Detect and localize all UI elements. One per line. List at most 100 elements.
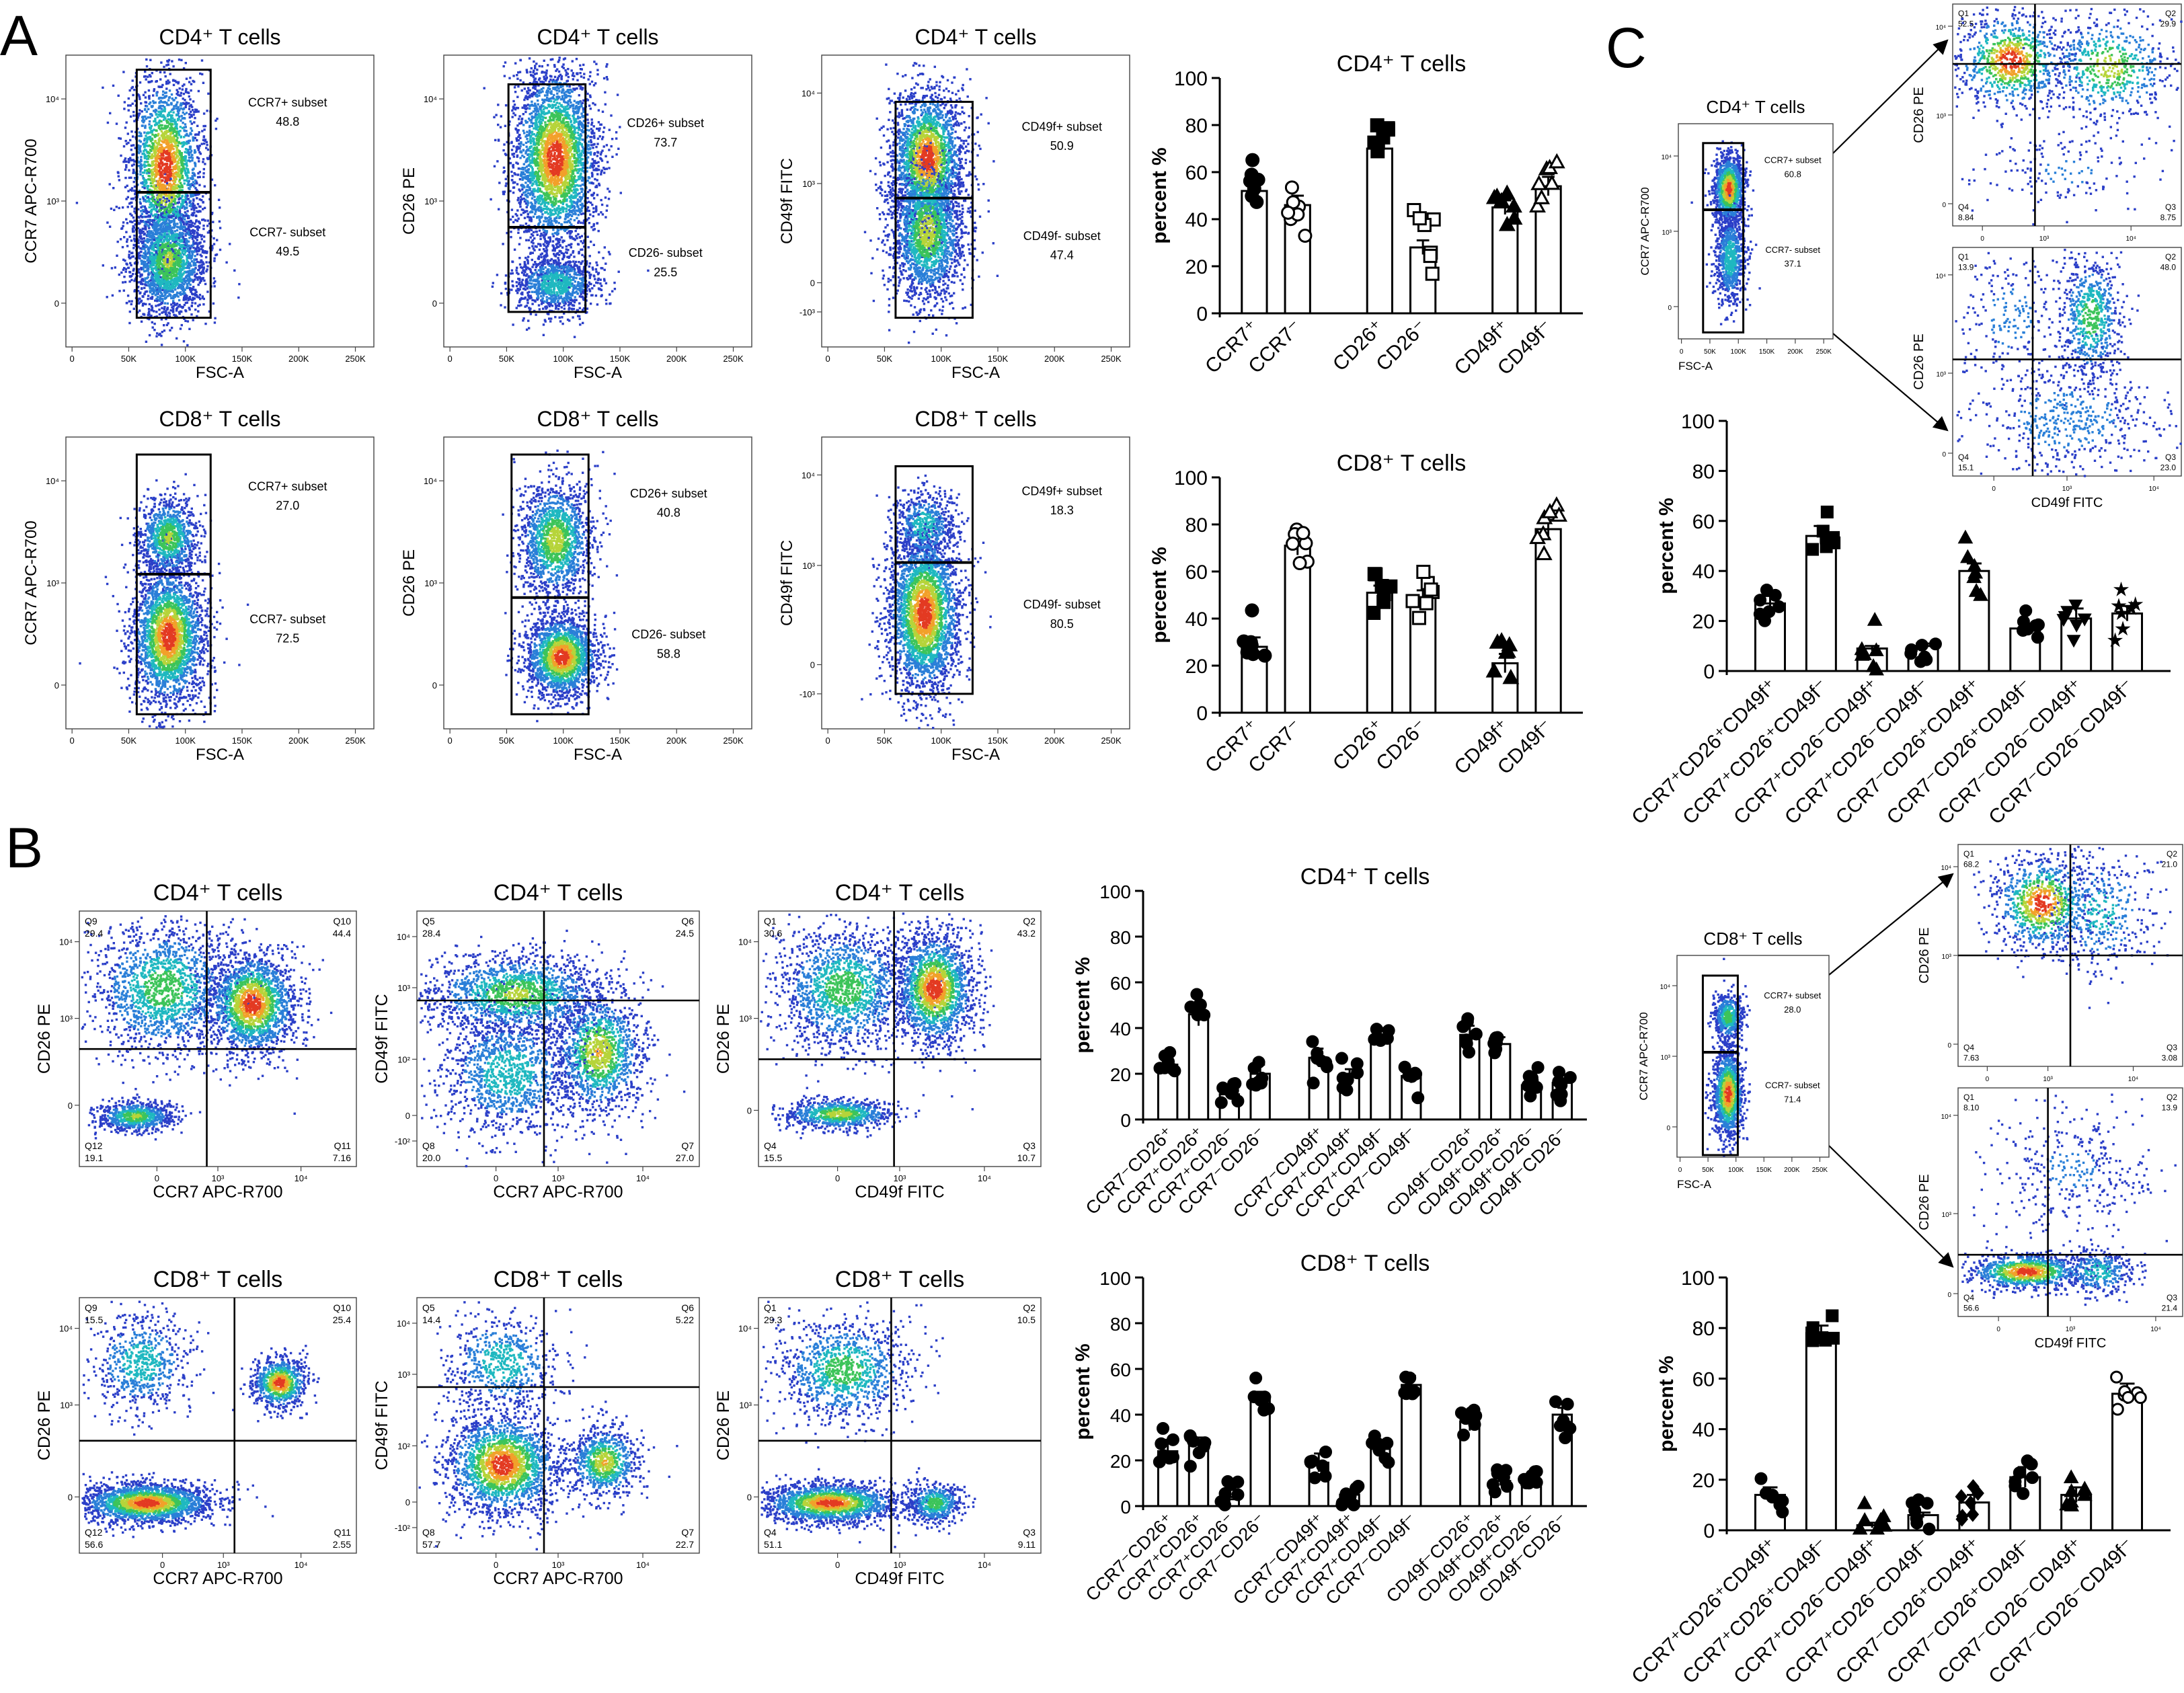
event-dot [178,166,180,169]
event-dot [219,206,221,209]
event-dot [169,118,172,121]
event-dot [194,308,197,311]
event-dot [175,171,178,173]
event-dot [123,236,126,239]
event-dot [165,87,168,90]
event-dot [176,139,178,142]
event-dot [159,214,162,216]
event-dot [561,95,564,97]
event-dot [554,315,557,319]
event-dot [196,272,198,275]
event-dot [142,153,145,155]
event-dot [160,120,163,123]
event-dot [143,165,146,168]
event-dot [175,104,178,108]
event-dot [163,171,166,174]
event-dot [195,290,198,293]
event-dot [176,209,179,212]
event-dot [197,283,200,286]
event-dot [194,165,197,167]
event-dot [125,166,128,169]
event-dot [189,247,192,249]
event-dot [172,237,175,240]
event-dot [163,108,167,110]
event-dot [167,230,171,233]
event-dot [564,69,567,72]
event-dot [167,118,169,121]
event-dot [186,278,189,281]
event-dot [161,163,164,166]
event-dot [208,231,211,234]
event-dot [145,270,147,272]
event-dot [143,131,146,134]
event-dot [153,229,156,232]
event-dot [582,321,584,325]
event-dot [128,253,130,256]
event-dot [132,144,135,147]
event-dot [517,118,520,120]
event-dot [198,171,201,173]
event-dot [163,233,166,237]
event-dot [155,283,157,286]
event-dot [139,132,143,135]
event-dot [147,116,149,119]
event-dot [188,102,190,105]
event-dot [190,313,193,316]
event-dot [186,133,188,136]
event-dot [198,131,200,134]
event-dot [176,225,179,229]
event-dot [133,219,136,222]
panel-letter-c: C [1606,16,1647,79]
event-dot [139,247,142,249]
event-dot [600,294,603,297]
event-dot [157,85,160,88]
event-dot [213,321,217,324]
event-dot [141,175,144,178]
event-dot [145,239,148,243]
event-dot [171,60,173,63]
event-dot [194,163,197,166]
event-dot [151,255,154,258]
event-dot [192,184,194,187]
event-dot [191,268,194,271]
event-dot [168,224,171,227]
event-dot [179,221,182,224]
event-dot [145,105,149,108]
event-dot [570,143,574,145]
event-dot [167,58,171,62]
event-dot [158,96,161,100]
event-dot [192,203,194,206]
event-dot [162,246,165,249]
event-dot [187,299,190,301]
event-dot [165,225,168,228]
event-dot [153,102,155,104]
event-dot [516,266,518,269]
event-dot [510,269,514,272]
event-dot [169,293,171,297]
event-dot [180,58,183,62]
event-dot [509,190,512,192]
event-dot [144,137,147,140]
event-dot [184,123,187,126]
event-dot [171,79,175,82]
event-dot [165,276,169,279]
event-dot [204,139,207,141]
event-dot [148,102,151,106]
event-dot [578,236,582,239]
x-tick-label: 50K [121,354,136,364]
event-dot [160,254,163,258]
event-dot [130,201,133,204]
event-dot [164,258,167,261]
event-dot [190,193,192,196]
event-dot [116,254,118,257]
event-dot [203,240,206,243]
event-dot [171,97,173,100]
event-dot [158,162,161,165]
event-dot [132,171,134,174]
event-dot [196,276,198,279]
event-dot [129,139,132,142]
event-dot [176,114,180,116]
event-dot [176,149,178,152]
event-dot [169,273,171,276]
event-dot [185,77,188,80]
